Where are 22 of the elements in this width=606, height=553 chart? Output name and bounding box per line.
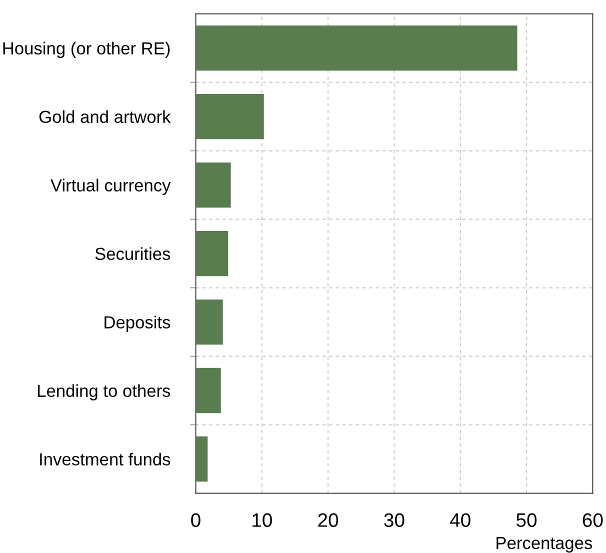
y-tick-label: Investment funds bbox=[40, 452, 170, 466]
y-tick-label: Lending to others bbox=[38, 384, 170, 400]
x-tick-label: 30 bbox=[384, 513, 404, 528]
bar bbox=[196, 299, 223, 345]
bar bbox=[196, 368, 221, 414]
x-tick-label: 40 bbox=[450, 513, 470, 528]
bar bbox=[196, 25, 518, 71]
x-tick-label: 50 bbox=[516, 513, 537, 528]
bar bbox=[196, 230, 228, 276]
y-tick-label: Deposits bbox=[104, 316, 170, 332]
y-tick-label: Gold and artwork bbox=[39, 110, 171, 124]
x-tick-label: 0 bbox=[191, 513, 200, 528]
x-tick-label: 10 bbox=[252, 513, 272, 528]
x-tick-label: 20 bbox=[318, 513, 338, 528]
y-tick-label: Housing (or other RE) bbox=[3, 42, 170, 58]
bar bbox=[196, 162, 231, 208]
y-tick-label: Virtual currency bbox=[50, 178, 171, 195]
y-tick-label: Securities bbox=[95, 247, 170, 260]
bar bbox=[196, 94, 264, 140]
bar bbox=[196, 436, 208, 482]
x-tick-label: 60 bbox=[582, 513, 603, 528]
x-axis-title: Percentages bbox=[496, 537, 592, 553]
